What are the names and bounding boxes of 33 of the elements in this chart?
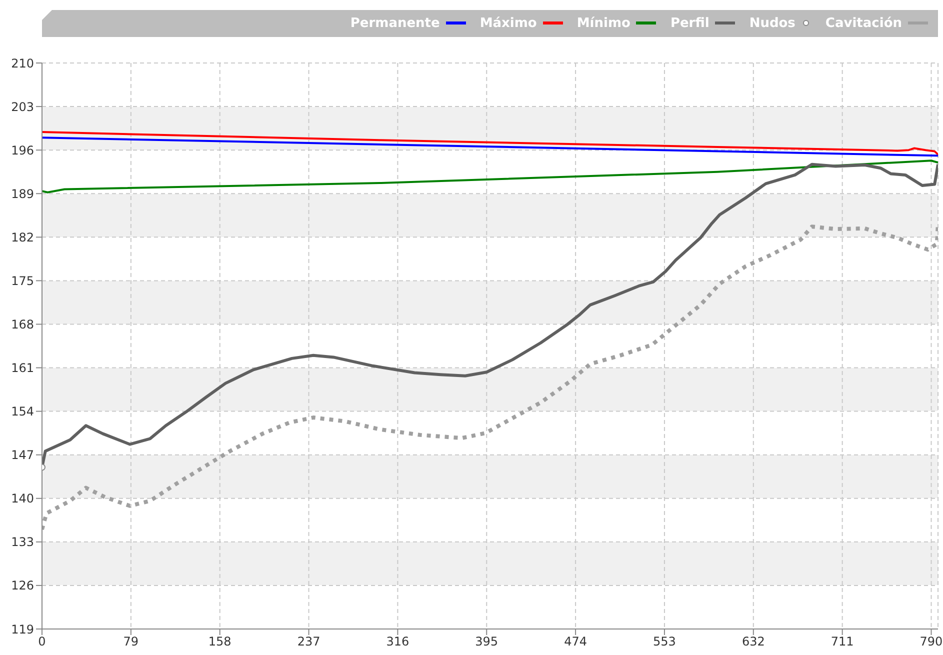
y-tick-label: 126 bbox=[11, 578, 34, 593]
x-tick-label: 553 bbox=[653, 634, 676, 649]
legend-label: Mínimo bbox=[576, 16, 630, 30]
legend-label: Permanente bbox=[350, 16, 440, 30]
x-tick-label: 79 bbox=[123, 634, 139, 649]
line-series bbox=[42, 160, 938, 194]
y-tick-label: 182 bbox=[11, 230, 34, 244]
y-tick-label: 140 bbox=[11, 492, 34, 506]
y-tick-label: 154 bbox=[11, 404, 34, 419]
x-tick-label: 395 bbox=[475, 634, 498, 649]
x-tick-label: 790 bbox=[920, 634, 943, 649]
y-tick-label: 119 bbox=[11, 622, 34, 636]
y-tick-label: 168 bbox=[11, 317, 34, 332]
y-tick-label: 196 bbox=[11, 143, 34, 158]
y-tick-label: 175 bbox=[11, 274, 34, 288]
legend-label: Cavitación bbox=[825, 16, 902, 30]
y-tick-label: 161 bbox=[11, 361, 34, 376]
y-tick-label: 189 bbox=[11, 186, 34, 201]
x-tick-label: 316 bbox=[386, 634, 410, 649]
legend-label: Máximo bbox=[480, 16, 537, 30]
y-tick-label: 210 bbox=[11, 56, 34, 70]
x-tick-label: 632 bbox=[742, 634, 765, 649]
legend-label: Perfil bbox=[670, 16, 710, 30]
y-tick-label: 147 bbox=[11, 448, 34, 462]
x-tick-label: 711 bbox=[830, 634, 854, 649]
legend-label: Nudos bbox=[749, 16, 796, 30]
y-tick-label: 133 bbox=[11, 535, 34, 550]
line-series bbox=[42, 131, 938, 156]
x-tick-label: 0 bbox=[38, 634, 46, 649]
y-tick-label: 203 bbox=[11, 100, 34, 114]
x-tick-label: 158 bbox=[208, 634, 232, 649]
x-tick-label: 237 bbox=[297, 634, 320, 649]
x-tick-label: 474 bbox=[564, 634, 587, 649]
